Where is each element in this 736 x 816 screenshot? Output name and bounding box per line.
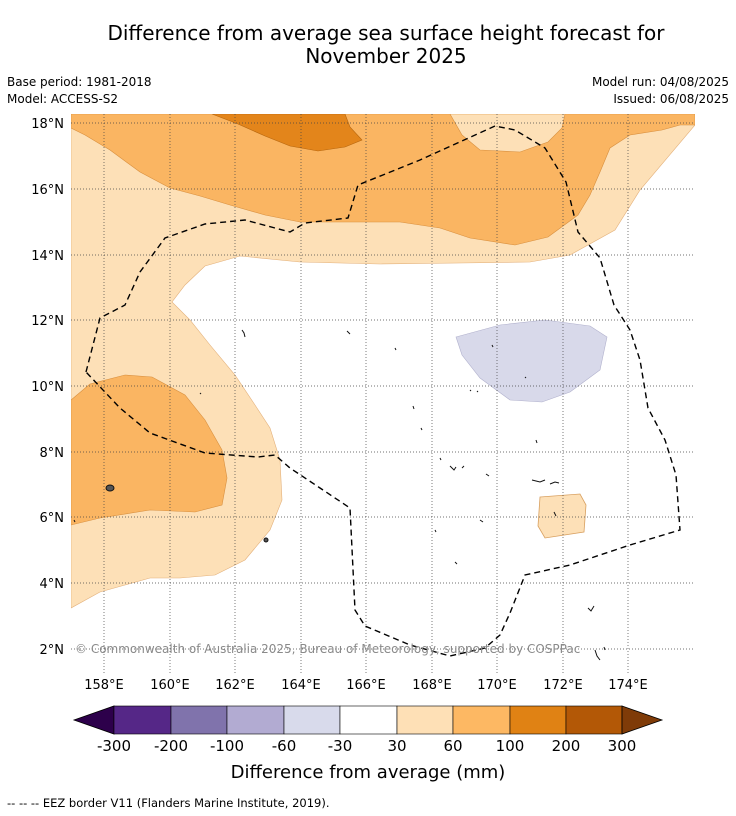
lon-label: 168°E	[412, 678, 452, 693]
copyright-text: © Commonwealth of Australia 2025, Bureau…	[75, 642, 580, 656]
colorbar-low-arrow	[72, 705, 115, 735]
colorbar-tick: 200	[552, 737, 581, 755]
title-line-1: Difference from average sea surface heig…	[107, 21, 665, 45]
title-line-2: November 2025	[305, 44, 467, 68]
model-name: Model: ACCESS-S2	[7, 92, 119, 106]
lat-label: 16°N	[31, 183, 64, 198]
islands	[73, 329, 606, 661]
colorbar-segment	[283, 705, 341, 735]
chart-title: Difference from average sea surface heig…	[0, 22, 736, 68]
colorbar-segment	[565, 705, 623, 735]
colorbar-tick: 300	[608, 737, 637, 755]
lat-label: 12°N	[31, 314, 64, 329]
colorbar-segment	[509, 705, 567, 735]
colorbar: -300 -200 -100 -60 -30 30 60 100 200 300…	[72, 705, 664, 783]
colorbar-tick-labels: -300 -200 -100 -60 -30 30 60 100 200 300	[97, 737, 636, 755]
eez-border	[85, 125, 681, 657]
issued-date: Issued: 06/08/2025	[613, 92, 729, 106]
lon-label: 162°E	[215, 678, 255, 693]
meta-left: Base period: 1981-2018 Model: ACCESS-S2	[7, 74, 152, 108]
lon-label: 164°E	[281, 678, 321, 693]
colorbar-tick: 100	[496, 737, 525, 755]
colorbar-segment	[113, 705, 172, 735]
colorbar-high-arrow	[621, 705, 664, 735]
latitude-labels: 18°N 16°N 14°N 12°N 10°N 8°N 6°N 4°N 2°N	[31, 117, 64, 658]
colorbar-tick: -30	[328, 737, 353, 755]
contour-60-100-north	[71, 114, 695, 246]
colorbar-segment	[339, 705, 398, 735]
lon-label: 174°E	[608, 678, 648, 693]
contour-neg-60-30	[455, 319, 608, 403]
colorbar-segment	[452, 705, 511, 735]
lat-label: 8°N	[40, 446, 65, 461]
lon-label: 170°E	[477, 678, 517, 693]
colorbar-tick: 60	[443, 737, 462, 755]
lat-label: 4°N	[40, 577, 65, 592]
model-run: Model run: 04/08/2025	[591, 75, 729, 89]
lat-label: 10°N	[31, 380, 64, 395]
colorbar-tick: -60	[272, 737, 297, 755]
lat-label: 14°N	[31, 249, 64, 264]
base-period: Base period: 1981-2018	[7, 75, 152, 89]
contour-100-200-north	[211, 114, 363, 152]
colorbar-tick: -100	[210, 737, 244, 755]
eez-footnote: -- -- -- EEZ border V11 (Flanders Marine…	[7, 796, 330, 810]
colorbar-tick: 30	[387, 737, 406, 755]
contour-30-60-east	[537, 493, 587, 539]
lat-label: 18°N	[31, 117, 64, 132]
colorbar-tick: -300	[97, 737, 131, 755]
meta-right: Model run: 04/08/2025 Issued: 06/08/2025	[592, 74, 729, 108]
lat-label: 6°N	[40, 511, 65, 526]
colorbar-tick: -200	[154, 737, 188, 755]
gridlines	[71, 114, 695, 674]
lon-label: 158°E	[84, 678, 124, 693]
lon-label: 160°E	[150, 678, 190, 693]
colorbar-segment	[226, 705, 285, 735]
lat-label: 2°N	[40, 643, 65, 658]
lon-label: 172°E	[543, 678, 583, 693]
longitude-labels: 158°E 160°E 162°E 164°E 166°E 168°E 170°…	[84, 678, 648, 693]
lon-label: 166°E	[346, 678, 386, 693]
colorbar-segment	[170, 705, 228, 735]
map-area: © Commonwealth of Australia 2025, Bureau…	[71, 114, 695, 674]
colorbar-segment	[396, 705, 454, 735]
colorbar-label: Difference from average (mm)	[231, 762, 506, 783]
